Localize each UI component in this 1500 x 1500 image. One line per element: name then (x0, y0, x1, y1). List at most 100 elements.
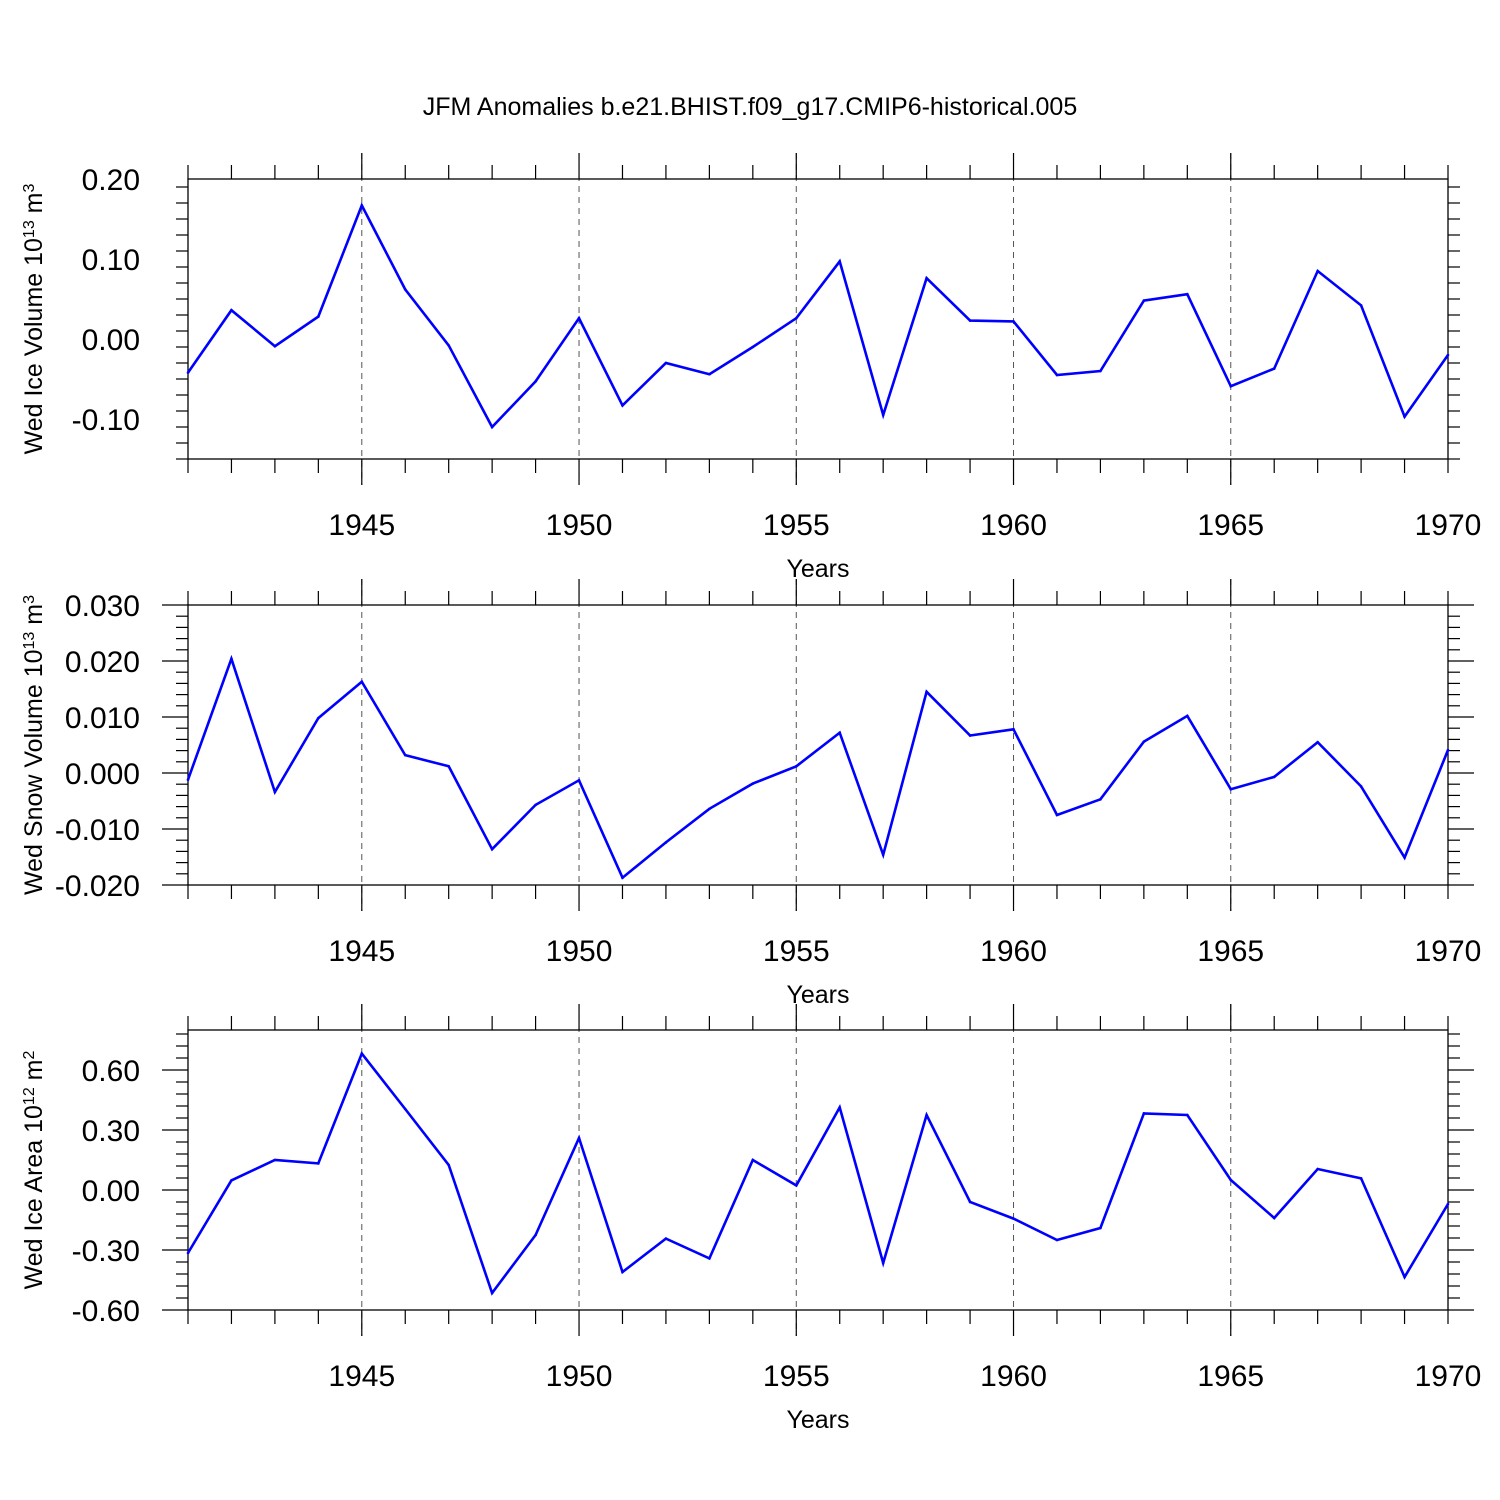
y-axis-title-part: Wed Snow Volume 10 (20, 649, 48, 895)
data-point (1186, 1113, 1189, 1117)
y-axis-title: Wed Ice Volume 1013 m3 (20, 183, 48, 454)
data-point (968, 319, 972, 322)
data-point (925, 276, 928, 280)
y-tick-label: 0.030 (65, 590, 140, 623)
y-axis-title-part: Wed Ice Area 10 (20, 1105, 48, 1289)
data-point (1099, 798, 1102, 801)
plot-frame (187, 178, 1449, 460)
y-axis-title-superscript: 2 (21, 1050, 38, 1059)
x-tick-label: 1950 (546, 1360, 613, 1393)
x-tick-label: 1970 (1415, 509, 1482, 542)
x-tick-label: 1955 (763, 509, 830, 542)
data-point (1055, 813, 1059, 817)
data-point (794, 316, 798, 320)
data-point (881, 853, 885, 857)
x-tick-label: 1965 (1197, 1360, 1264, 1393)
data-point (664, 841, 668, 844)
data-point (1272, 1216, 1276, 1220)
y-axis-title: Wed Snow Volume 1013 m3 (20, 595, 48, 895)
data-point (664, 361, 668, 365)
y-tick-label: 0.020 (65, 646, 140, 679)
data-point (708, 1257, 711, 1260)
data-point (751, 1158, 755, 1162)
series-line (186, 654, 1450, 880)
data-point (273, 790, 277, 794)
y-tick-label: -0.60 (72, 1295, 140, 1328)
y-axis-title-superscript: 13 (21, 220, 38, 238)
x-tick-label: 1950 (546, 509, 613, 542)
data-point (708, 372, 711, 376)
data-point (1229, 787, 1233, 791)
data-point (1186, 714, 1189, 718)
data-point (751, 782, 755, 785)
panel-1: 0.20 0.10 0.00 -0.10 1945 1950 1955 1960 1965 197… (20, 153, 1481, 583)
data-point (794, 1184, 798, 1187)
panel-2: 0.030 0.020 0.010 0.000 -0.010 -0.020 1945 1950… (20, 579, 1481, 1009)
x-tick-label: 1960 (980, 1360, 1047, 1393)
data-point (1359, 1177, 1363, 1180)
data-point (751, 345, 755, 349)
x-tick-label: 1950 (546, 935, 613, 968)
x-tick-label: 1945 (328, 1360, 395, 1393)
data-point (534, 380, 537, 383)
x-tick-label: 1970 (1415, 935, 1482, 968)
y-tick-label: -0.30 (72, 1235, 140, 1268)
plot-frame (187, 604, 1449, 886)
data-point (360, 1052, 364, 1055)
x-tick-label: 1960 (980, 935, 1047, 968)
data-point (447, 764, 450, 768)
data-point (534, 1233, 537, 1237)
panel-3: 0.60 0.30 0.00 -0.30 -0.60 1945 1950 1955 1960 19… (20, 1004, 1481, 1434)
data-point (968, 1200, 972, 1204)
y-axis-title-part: m (20, 1059, 48, 1087)
data-point (1446, 353, 1450, 357)
data-point (621, 404, 624, 407)
data-point (490, 1291, 494, 1295)
data-point (1142, 299, 1146, 302)
data-point (1316, 1167, 1319, 1171)
x-axis-title: Years (786, 981, 849, 1009)
data-point (273, 1158, 277, 1162)
x-tick-label: 1965 (1197, 509, 1264, 542)
y-axis-title-part: m (20, 192, 48, 220)
y-axis-title: Wed Ice Area 1012 m2 (20, 1050, 48, 1289)
data-point (1229, 1178, 1233, 1182)
data-point (317, 716, 320, 720)
data-point (1316, 269, 1319, 273)
data-point (534, 803, 537, 807)
data-point (1055, 1238, 1059, 1242)
data-point (1142, 740, 1146, 743)
chart-title: JFM Anomalies b.e21.BHIST.f09_g17.CMIP6-… (423, 93, 1077, 121)
x-tick-label: 1965 (1197, 935, 1264, 968)
data-point (838, 260, 842, 263)
panels: 0.20 0.10 0.00 -0.10 1945 1950 1955 1960 1965 197… (20, 153, 1481, 1434)
data-point (447, 1163, 450, 1167)
data-point (1099, 1226, 1102, 1230)
data-point (490, 425, 494, 429)
data-point (881, 413, 885, 417)
data-point (317, 1162, 320, 1165)
x-axis-title: Years (786, 555, 849, 583)
data-point (317, 315, 320, 318)
data-point (186, 371, 190, 374)
y-tick-label: 0.60 (82, 1055, 140, 1088)
y-axis-title-superscript: 13 (21, 632, 38, 650)
y-tick-label: 0.00 (82, 1175, 140, 1208)
x-tick-label: 1960 (980, 509, 1047, 542)
y-tick-label: 0.000 (65, 758, 140, 791)
data-point (360, 204, 364, 207)
data-point (230, 308, 233, 312)
data-point (1142, 1112, 1146, 1115)
x-tick-label: 1945 (328, 509, 395, 542)
y-tick-label: -0.10 (72, 404, 140, 437)
data-point (577, 1136, 581, 1140)
data-point (838, 1106, 842, 1109)
y-axis-title-part: m (20, 604, 48, 632)
data-point (1012, 1217, 1015, 1220)
data-point (230, 657, 233, 661)
y-tick-label: -0.020 (55, 870, 140, 903)
data-point (925, 690, 928, 694)
data-point (794, 764, 798, 768)
data-point (1186, 292, 1189, 296)
